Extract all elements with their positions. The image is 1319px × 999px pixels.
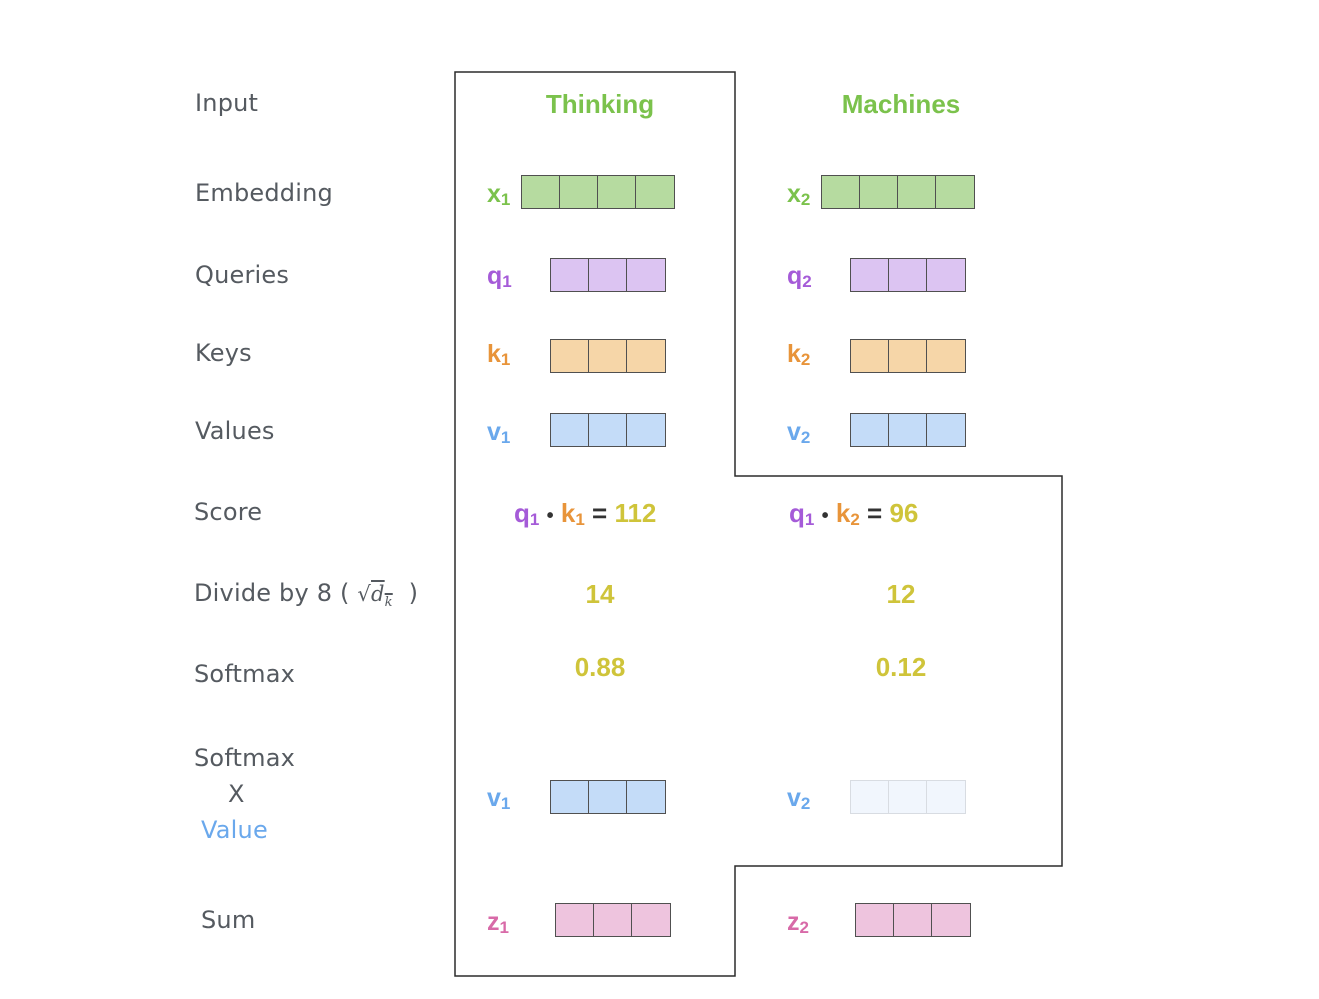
vector-q1 [550, 258, 666, 292]
softmax-2: 0.12 [875, 652, 927, 682]
vector-v1-weighted [550, 780, 666, 814]
vector-x1 [521, 175, 675, 209]
row-label-sum: Sum [201, 906, 256, 934]
row-label-score: Score [194, 498, 263, 526]
vector-q2 [850, 258, 966, 292]
divide-close: ) [408, 579, 419, 607]
vector-v1 [550, 413, 666, 447]
outline-path [454, 71, 1063, 977]
label-k1: k1 [487, 340, 511, 369]
label-v2: v2 [787, 418, 811, 447]
vector-k2 [850, 339, 966, 373]
score-1: q1 • k1 = 112 [514, 498, 657, 529]
row-label-input: Input [195, 89, 259, 117]
divide-text: Divide by 8 ( [194, 579, 350, 607]
label-x1: x1 [487, 180, 511, 209]
vector-x2 [821, 175, 975, 209]
softmax-1: 0.88 [574, 652, 626, 682]
vector-z1 [555, 903, 671, 937]
label-v2-weighted: v2 [787, 784, 811, 813]
word-thinking: Thinking [545, 89, 655, 119]
row-label-softmax-x-value-2: X [228, 780, 245, 808]
row-label-softmax-x-value-3: Value [201, 816, 268, 844]
row-label-keys: Keys [195, 339, 252, 367]
vector-z2 [855, 903, 971, 937]
sqrt-d: d [371, 582, 385, 606]
word-machines: Machines [841, 89, 961, 119]
row-label-softmax-x-value-1: Softmax [194, 744, 296, 772]
sqrt-dk-formula: √dk [357, 582, 393, 611]
sqrt-k: k [384, 595, 393, 611]
vector-v2-weighted [850, 780, 966, 814]
divided-1: 14 [585, 579, 615, 609]
row-label-divide: Divide by 8 ( √dk ) [194, 579, 418, 610]
row-label-embedding: Embedding [195, 179, 333, 207]
score-2: q1 • k2 = 96 [789, 498, 919, 529]
divided-2: 12 [886, 579, 916, 609]
vector-v2 [850, 413, 966, 447]
label-q2: q2 [787, 262, 812, 291]
label-v1: v1 [487, 418, 511, 447]
label-k2: k2 [787, 340, 811, 369]
label-v1-weighted: v1 [487, 784, 511, 813]
label-z1: z1 [487, 908, 509, 937]
row-label-queries: Queries [195, 261, 290, 289]
label-x2: x2 [787, 180, 811, 209]
label-q1: q1 [487, 262, 512, 291]
row-label-values: Values [195, 417, 275, 445]
label-z2: z2 [787, 908, 809, 937]
row-label-softmax: Softmax [194, 660, 296, 688]
vector-k1 [550, 339, 666, 373]
